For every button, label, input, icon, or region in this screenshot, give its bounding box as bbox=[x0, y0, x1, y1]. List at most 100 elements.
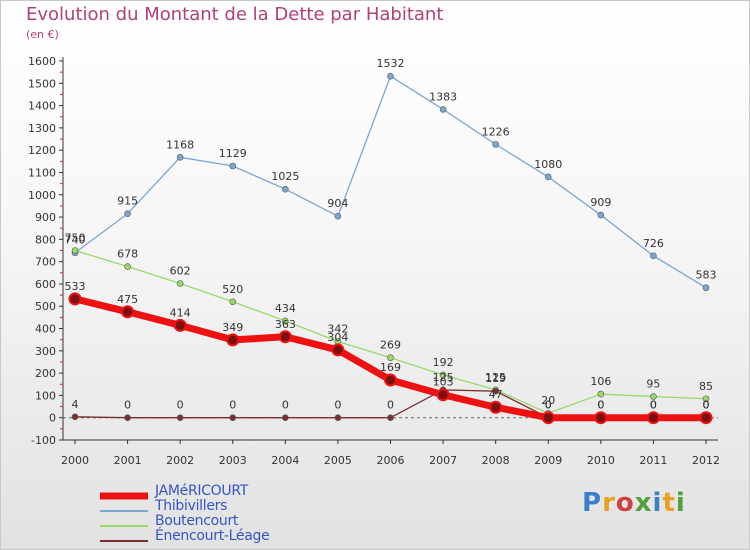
data-label: 304 bbox=[327, 331, 348, 344]
data-label: 915 bbox=[117, 195, 138, 208]
y-tick-label: 1100 bbox=[28, 166, 56, 179]
x-tick-label: 2010 bbox=[587, 454, 615, 467]
y-tick-label: 500 bbox=[35, 300, 56, 313]
y-tick-label: 1200 bbox=[28, 144, 56, 157]
data-label: 169 bbox=[380, 361, 401, 374]
data-label: 750 bbox=[65, 232, 86, 245]
x-tick-label: 2003 bbox=[219, 454, 247, 467]
y-tick-label: 1600 bbox=[28, 55, 56, 68]
data-point bbox=[702, 395, 710, 403]
data-point bbox=[226, 333, 240, 347]
data-label: 0 bbox=[229, 399, 236, 412]
data-point bbox=[331, 343, 345, 357]
data-label: 904 bbox=[327, 197, 348, 210]
data-point bbox=[436, 388, 450, 402]
data-label: 520 bbox=[222, 283, 243, 296]
x-tick-label: 2002 bbox=[166, 454, 194, 467]
data-label: 363 bbox=[275, 318, 296, 331]
x-tick-label: 2008 bbox=[482, 454, 510, 467]
y-tick-label: 1000 bbox=[28, 189, 56, 202]
data-label: 909 bbox=[590, 196, 611, 209]
data-point bbox=[121, 305, 135, 319]
data-label: 0 bbox=[282, 399, 289, 412]
data-point bbox=[597, 211, 605, 219]
data-point bbox=[278, 330, 292, 344]
x-tick-label: 2006 bbox=[377, 454, 405, 467]
legend-item: Énencourt-Léage bbox=[100, 528, 360, 545]
legend-swatch bbox=[100, 510, 148, 512]
logo-letter: r bbox=[602, 488, 616, 518]
y-tick-label: 100 bbox=[35, 389, 56, 402]
legend-label: Thibivillers bbox=[155, 498, 228, 514]
data-label: 1168 bbox=[166, 138, 194, 151]
data-label: 0 bbox=[387, 399, 394, 412]
x-tick-label: 2012 bbox=[692, 454, 720, 467]
data-label: 0 bbox=[703, 399, 710, 412]
data-point bbox=[229, 414, 237, 422]
data-label: 678 bbox=[117, 248, 138, 261]
data-point bbox=[387, 72, 394, 80]
logo-letter: i bbox=[675, 488, 686, 518]
series-line bbox=[74, 75, 707, 289]
data-label: 1129 bbox=[219, 147, 247, 160]
x-tick-label: 2005 bbox=[324, 454, 352, 467]
data-label: 20 bbox=[541, 394, 555, 407]
y-tick-label: 800 bbox=[35, 233, 56, 246]
data-label: 434 bbox=[275, 302, 296, 315]
chart-title: Evolution du Montant de la Dette par Hab… bbox=[26, 4, 444, 25]
data-point bbox=[176, 154, 184, 161]
chart-unit: (en €) bbox=[26, 28, 59, 41]
data-point bbox=[387, 414, 394, 422]
y-tick-label: 1500 bbox=[28, 77, 56, 90]
data-label: 192 bbox=[433, 356, 454, 369]
data-label: 475 bbox=[117, 293, 138, 306]
y-tick-label: 1300 bbox=[28, 122, 56, 135]
legend-swatch bbox=[100, 525, 148, 527]
data-point bbox=[439, 371, 447, 379]
data-label: 342 bbox=[327, 322, 348, 335]
x-tick-label: 2001 bbox=[114, 454, 142, 467]
logo-letter: i bbox=[652, 488, 663, 518]
y-tick-label: 900 bbox=[35, 211, 56, 224]
legend-label: Boutencourt bbox=[155, 513, 239, 529]
data-label: 0 bbox=[545, 399, 552, 412]
data-label: 533 bbox=[65, 280, 86, 293]
data-point bbox=[597, 390, 605, 398]
data-point bbox=[282, 414, 289, 422]
data-label: 269 bbox=[380, 339, 401, 352]
data-point bbox=[124, 210, 131, 218]
data-point bbox=[492, 141, 499, 148]
data-point bbox=[650, 393, 657, 400]
data-point bbox=[282, 317, 289, 325]
data-point bbox=[71, 247, 79, 254]
y-tick-label: 700 bbox=[35, 256, 56, 269]
data-point bbox=[646, 411, 660, 425]
data-label: 0 bbox=[334, 399, 341, 412]
data-label: 740 bbox=[65, 234, 86, 247]
data-point bbox=[334, 212, 342, 220]
data-point bbox=[176, 414, 184, 422]
data-label: 1226 bbox=[482, 125, 510, 138]
data-label: 0 bbox=[650, 399, 657, 412]
data-label: 602 bbox=[170, 264, 191, 277]
legend-label: JAMéRICOURT bbox=[155, 483, 249, 499]
logo-letter: t bbox=[662, 488, 676, 518]
y-tick-label: 1400 bbox=[28, 100, 56, 113]
data-label: 85 bbox=[699, 380, 713, 393]
data-label: 0 bbox=[545, 399, 552, 412]
data-point bbox=[229, 162, 237, 170]
data-label: 0 bbox=[177, 399, 184, 412]
data-label: 4 bbox=[72, 398, 79, 411]
data-point bbox=[489, 400, 503, 414]
data-label: 414 bbox=[170, 306, 191, 319]
data-label: 125 bbox=[485, 371, 506, 384]
x-tick-label: 2011 bbox=[639, 454, 667, 467]
data-label: 106 bbox=[590, 375, 611, 388]
data-label: 119 bbox=[485, 372, 506, 385]
legend-swatch bbox=[100, 492, 148, 500]
legend-item: JAMéRICOURT bbox=[100, 483, 360, 500]
data-point bbox=[71, 413, 79, 421]
data-label: 47 bbox=[489, 388, 503, 401]
